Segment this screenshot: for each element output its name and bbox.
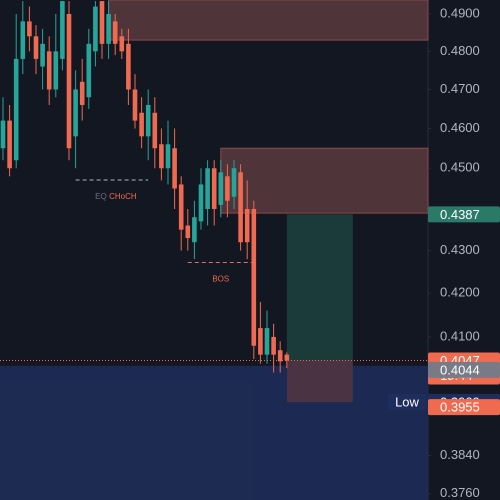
candle-body bbox=[165, 144, 171, 169]
candle-body bbox=[218, 172, 224, 205]
y-tick-label: 0.4500 bbox=[440, 160, 480, 175]
candle-body bbox=[132, 89, 138, 121]
candle-body bbox=[73, 89, 78, 137]
level-label: CHoCH bbox=[109, 192, 137, 201]
candle-body bbox=[60, 1, 65, 59]
y-tick-label: 0.4900 bbox=[440, 5, 480, 20]
candle-body bbox=[93, 6, 98, 52]
candle-body bbox=[172, 148, 177, 189]
candle-body bbox=[0, 120, 6, 149]
zone bbox=[0, 365, 428, 500]
zone bbox=[108, 0, 429, 41]
candle-body bbox=[258, 328, 263, 355]
candle-body bbox=[40, 43, 45, 67]
candle-body bbox=[46, 51, 52, 90]
candle-body bbox=[112, 21, 118, 44]
candle-body bbox=[145, 104, 151, 137]
y-tick-label: 0.4700 bbox=[440, 81, 480, 96]
candle-body bbox=[231, 168, 237, 197]
candle-body bbox=[33, 36, 39, 59]
candle-body bbox=[178, 184, 184, 230]
y-tick-label: 0.4800 bbox=[440, 43, 480, 58]
price-label-box bbox=[428, 361, 500, 378]
y-tick-label: 0.3840 bbox=[440, 447, 480, 462]
candle-body bbox=[251, 208, 257, 346]
y-tick-label: 0.3760 bbox=[440, 485, 480, 500]
level-label: BOS bbox=[212, 275, 229, 284]
candle-body bbox=[86, 43, 92, 98]
y-tick-label: 0.4200 bbox=[440, 285, 480, 300]
candle-body bbox=[264, 328, 270, 355]
candle-body bbox=[238, 172, 243, 243]
candle-body bbox=[13, 58, 19, 161]
candle-body bbox=[152, 112, 158, 149]
price-label: 0.4387 bbox=[440, 207, 480, 222]
candle-body bbox=[205, 168, 210, 209]
y-tick-label: 0.4600 bbox=[440, 120, 480, 135]
price-label-box bbox=[428, 399, 500, 416]
candle-body bbox=[211, 168, 217, 209]
candle-body bbox=[20, 21, 26, 59]
candle-body bbox=[106, 13, 111, 44]
level-label: EQ bbox=[95, 192, 107, 201]
candle-body bbox=[139, 112, 144, 137]
candle-body bbox=[271, 336, 276, 355]
candle-body bbox=[119, 36, 125, 52]
candle-body bbox=[198, 184, 204, 222]
candle-body bbox=[277, 350, 283, 362]
price-tag: Low bbox=[395, 394, 419, 409]
candle-body bbox=[192, 217, 197, 243]
candle-body bbox=[244, 208, 250, 243]
y-tick-label: 0.4300 bbox=[440, 242, 480, 257]
candle-body bbox=[126, 43, 131, 90]
candle-body bbox=[225, 176, 230, 201]
candle-body bbox=[7, 120, 12, 169]
stop-zone bbox=[286, 360, 353, 403]
candle-body bbox=[185, 225, 191, 239]
price-label-box bbox=[428, 206, 500, 223]
candle-body bbox=[27, 21, 32, 37]
candle-body bbox=[66, 13, 72, 149]
y-tick-label: 0.4100 bbox=[440, 328, 480, 343]
candle-body bbox=[79, 81, 85, 105]
target-zone bbox=[286, 214, 353, 361]
candle-body bbox=[99, 1, 105, 44]
price-tag-box bbox=[388, 393, 426, 410]
candle-body bbox=[53, 51, 59, 90]
price-label: 0.3955 bbox=[440, 400, 480, 415]
zone bbox=[220, 147, 429, 214]
price-label: 0.4044 bbox=[440, 362, 480, 377]
candle-body bbox=[159, 144, 164, 169]
candle-body bbox=[284, 354, 290, 361]
